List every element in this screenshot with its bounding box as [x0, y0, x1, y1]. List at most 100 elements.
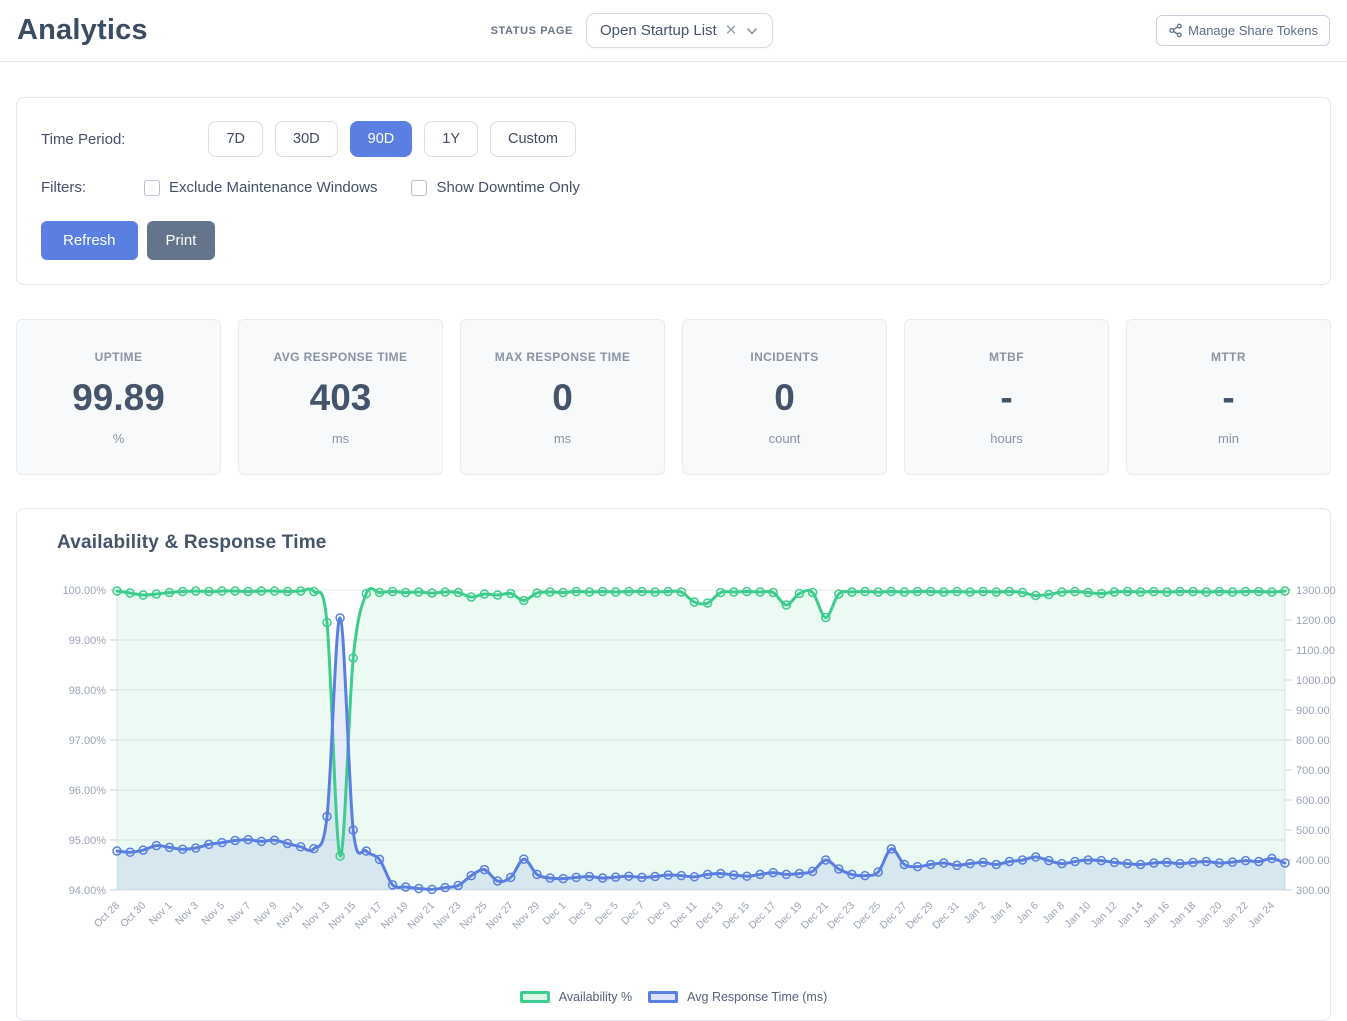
- svg-text:Dec 27: Dec 27: [878, 899, 910, 931]
- period-button-7d[interactable]: 7D: [208, 121, 264, 157]
- svg-text:94.00%: 94.00%: [69, 885, 107, 897]
- response-time-legend-label: Avg Response Time (ms): [687, 989, 828, 1004]
- stat-card-title: UPTIME: [94, 350, 143, 364]
- checkbox-box[interactable]: [411, 179, 428, 196]
- svg-text:Jan 14: Jan 14: [1115, 899, 1146, 930]
- availability-legend-swatch: [519, 990, 550, 1003]
- chart-panel: Availability & Response Time 100.00% 99.0…: [16, 507, 1336, 1021]
- refresh-button[interactable]: Refresh: [41, 221, 138, 260]
- legend-item-response-time[interactable]: Avg Response Time (ms): [648, 990, 827, 1004]
- svg-text:Dec 23: Dec 23: [825, 899, 857, 931]
- stat-card-mtbf: MTBF - hours: [904, 319, 1109, 475]
- left-axis: 100.00% 99.00% 98.00% 97.00% 96.00% 95.00% 94.…: [63, 585, 1285, 897]
- svg-text:Nov 7: Nov 7: [225, 899, 253, 927]
- svg-text:Nov 13: Nov 13: [300, 899, 332, 931]
- svg-text:Nov 1: Nov 1: [147, 899, 175, 927]
- checkbox-exclude-maintenance-windows[interactable]: Exclude Maintenance Windows: [144, 179, 377, 196]
- svg-text:Jan 22: Jan 22: [1220, 899, 1251, 930]
- svg-text:98.00%: 98.00%: [69, 685, 107, 697]
- svg-text:Jan 16: Jan 16: [1141, 899, 1172, 930]
- svg-text:97.00%: 97.00%: [69, 735, 107, 747]
- svg-text:Dec 11: Dec 11: [668, 899, 700, 931]
- stats-row: UPTIME 99.89% AVG RESPONSE TIME 403 ms MAX RE…: [16, 319, 1331, 475]
- stat-card-value: -: [1000, 377, 1013, 418]
- stat-card-title: AVG RESPONSE TIME: [273, 350, 408, 364]
- svg-text:400.00: 400.00: [1296, 855, 1330, 867]
- svg-text:Dec 7: Dec 7: [619, 899, 647, 927]
- svg-text:800.00: 800.00: [1296, 735, 1330, 747]
- svg-text:96.00%: 96.00%: [69, 785, 107, 797]
- svg-text:1000.00: 1000.00: [1296, 675, 1336, 687]
- svg-text:Jan 24: Jan 24: [1246, 899, 1277, 930]
- stat-card-value: 0: [552, 377, 573, 418]
- print-button[interactable]: Print: [146, 221, 216, 260]
- stat-card-unit: ms: [331, 430, 350, 446]
- svg-text:Nov 11: Nov 11: [274, 899, 306, 931]
- response-time-legend-swatch: [648, 990, 679, 1003]
- svg-text:300.00: 300.00: [1296, 885, 1330, 897]
- status-page-selector-group: STATUS PAGE Open Startup List ✕: [491, 13, 814, 48]
- checkbox-label: Exclude Maintenance Windows: [169, 179, 378, 196]
- svg-text:Jan 2: Jan 2: [962, 899, 989, 926]
- stat-card-uptime: UPTIME 99.89%: [16, 319, 221, 475]
- availability-area: [117, 588, 1285, 890]
- svg-text:1200.00: 1200.00: [1296, 615, 1336, 627]
- svg-text:Nov 27: Nov 27: [484, 899, 516, 931]
- stat-card-unit: count: [768, 430, 801, 446]
- svg-text:Nov 17: Nov 17: [353, 899, 385, 931]
- svg-text:Nov 21: Nov 21: [405, 899, 437, 931]
- stat-card-unit: min: [1218, 430, 1239, 446]
- stat-card-title: MTBF: [989, 350, 1024, 364]
- svg-text:Dec 31: Dec 31: [930, 899, 962, 931]
- svg-text:95.00%: 95.00%: [69, 835, 107, 847]
- svg-text:Oct 30: Oct 30: [118, 899, 148, 929]
- svg-text:Nov 25: Nov 25: [458, 899, 490, 931]
- stat-card-incidents: INCIDENTS 0 count: [682, 319, 887, 475]
- svg-text:Dec 25: Dec 25: [851, 899, 883, 931]
- status-page-label: STATUS PAGE: [490, 24, 573, 37]
- checkbox-box[interactable]: [144, 179, 160, 196]
- stat-card-title: INCIDENTS: [750, 350, 819, 364]
- manage-share-tokens-button[interactable]: Manage Share Tokens: [1156, 15, 1330, 46]
- filter-actions-row: Refresh Print: [41, 221, 1306, 260]
- time-period-label: Time Period:: [41, 130, 126, 148]
- availability-legend-label: Availability %: [558, 989, 633, 1004]
- svg-text:Nov 5: Nov 5: [199, 899, 227, 927]
- response-time-line: [115, 616, 1287, 891]
- stat-card-mttr: MTTR - min: [1126, 319, 1331, 475]
- svg-text:600.00: 600.00: [1296, 795, 1330, 807]
- filter-panel: Time Period: 7D 30D 90D 1Y Custom Filters: E…: [16, 97, 1331, 285]
- checkbox-show-downtime-only[interactable]: Show Downtime Only: [411, 179, 580, 196]
- period-button-90d[interactable]: 90D: [349, 121, 413, 157]
- svg-text:Jan 12: Jan 12: [1089, 899, 1120, 930]
- stat-card-unit: %: [112, 430, 125, 446]
- period-button-custom[interactable]: Custom: [490, 121, 576, 157]
- chevron-down-icon[interactable]: [745, 24, 759, 38]
- svg-text:Jan 6: Jan 6: [1014, 899, 1041, 926]
- manage-share-tokens-label: Manage Share Tokens: [1188, 23, 1318, 38]
- period-button-30d[interactable]: 30D: [275, 121, 338, 157]
- period-button-1y[interactable]: 1Y: [424, 121, 478, 157]
- filters-row: Filters: Exclude Maintenance Windows Show…: [41, 179, 1306, 196]
- svg-text:Jan 18: Jan 18: [1167, 899, 1198, 930]
- page-header: Analytics STATUS PAGE Open Startup List …: [0, 0, 1347, 62]
- filters-label: Filters:: [41, 179, 86, 196]
- svg-text:Dec 17: Dec 17: [746, 899, 778, 931]
- svg-text:Nov 29: Nov 29: [510, 899, 542, 931]
- stat-card-unit: hours: [990, 430, 1023, 446]
- svg-text:Jan 20: Jan 20: [1194, 899, 1225, 930]
- checkbox-label: Show Downtime Only: [436, 179, 580, 196]
- stat-card-title: MTTR: [1211, 350, 1246, 364]
- legend-item-availability[interactable]: Availability %: [519, 989, 633, 1004]
- share-icon: [1169, 23, 1182, 38]
- availability-points: [112, 586, 1290, 861]
- stat-card-unit: ms: [553, 430, 572, 446]
- availability-response-chart[interactable]: 100.00% 99.00% 98.00% 97.00% 96.00% 95.00% 94.…: [29, 568, 1344, 988]
- clear-selection-icon[interactable]: ✕: [724, 22, 738, 39]
- svg-text:Dec 21: Dec 21: [799, 899, 831, 931]
- chart-svg[interactable]: 100.00% 99.00% 98.00% 97.00% 96.00% 95.00% 94.…: [29, 568, 1344, 983]
- stat-card-avg-response-time: AVG RESPONSE TIME 403 ms: [238, 319, 443, 475]
- svg-text:700.00: 700.00: [1296, 765, 1330, 777]
- status-page-select[interactable]: Open Startup List ✕: [585, 13, 774, 48]
